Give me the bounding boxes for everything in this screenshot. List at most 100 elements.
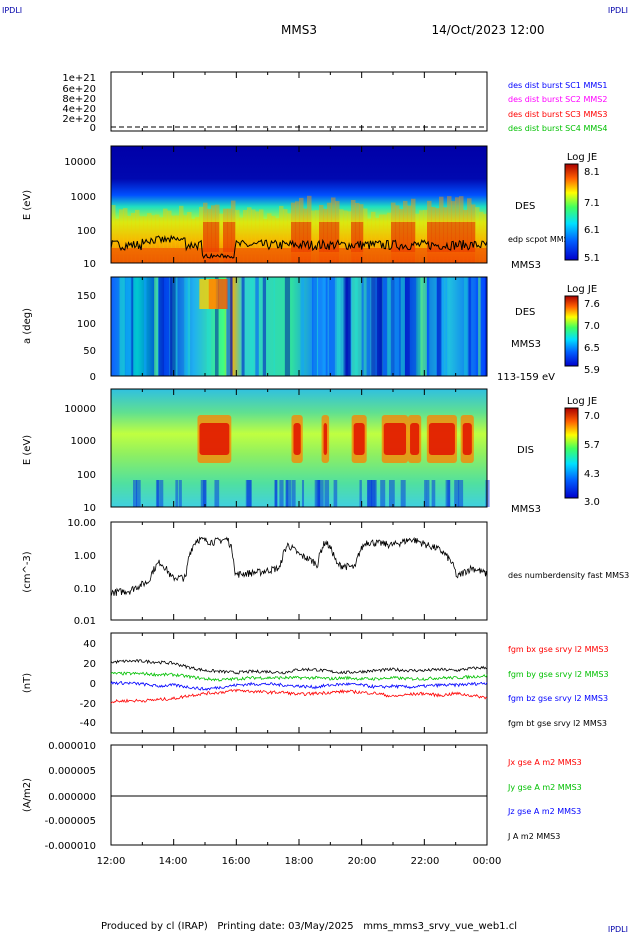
- spectrogram-cell: [271, 215, 276, 263]
- panel-ylabel: (A/m2): [22, 778, 33, 812]
- panel-right-label: DES: [515, 307, 535, 318]
- colorbar-tick: 6.5: [584, 343, 600, 354]
- overlay-label: edp scpot MMS3: [508, 235, 574, 244]
- panel-right-label: DES: [515, 201, 535, 212]
- panel-dist-burst-yticks: 1e+21 8e+20 6e+20 4e+20 2e+20 0: [62, 73, 96, 134]
- ytick-label: 100: [77, 226, 96, 237]
- spectrogram-cell: [387, 248, 392, 263]
- ytick-label: 0.000000: [48, 792, 96, 803]
- spectrogram-cell: [325, 277, 328, 376]
- spectrogram-cell: [427, 248, 432, 263]
- ytick-label: -20: [80, 699, 96, 710]
- ytick-label: -0.000010: [45, 841, 96, 852]
- spectrogram-cell: [230, 277, 233, 376]
- spectrogram-cell: [262, 277, 267, 376]
- panel-dist-burst: 1e+21 8e+20 6e+20 4e+20 2e+20 0 des dist…: [62, 71, 607, 134]
- spectrogram-cell: [239, 248, 244, 263]
- panel-magnetic-field-frame: [110, 632, 488, 734]
- spectrogram-cell: [319, 222, 324, 252]
- spectrogram-cell: [241, 277, 245, 376]
- header-datetime: 14/Oct/2023 12:00: [431, 23, 544, 37]
- spectrogram-cell: [175, 480, 179, 507]
- ytick-label: 100: [77, 470, 96, 481]
- spectrogram-cell: [159, 480, 164, 507]
- spectrogram-cell: [143, 216, 148, 263]
- spectrogram-cell: [154, 277, 159, 376]
- spectrogram-cell: [475, 248, 480, 263]
- spectrogram-cell: [311, 210, 316, 263]
- spectrogram-cell: [291, 248, 296, 263]
- spectrogram-cell: [144, 277, 147, 376]
- legend-entry: Jz gse A m2 MMS3: [507, 807, 581, 816]
- spectrogram-cell: [367, 248, 372, 263]
- colorbar-title: Log JE: [567, 396, 597, 407]
- legend-entry: fgm by gse srvy l2 MMS3: [508, 670, 609, 679]
- spectrogram-cell: [333, 480, 338, 507]
- spectrogram-cell: [361, 277, 364, 376]
- spectrogram-cell: [155, 248, 160, 263]
- spectrogram-cell: [275, 218, 280, 263]
- spectrogram-cell: [227, 248, 232, 263]
- spectrogram-cell: [303, 248, 308, 263]
- spectrogram-cell: [167, 210, 172, 263]
- spectrogram-cell: [299, 222, 304, 252]
- spectrogram-cell: [407, 248, 412, 263]
- spectrogram-cell: [214, 480, 220, 507]
- legend-entry: des dist burst SC4 MMS4: [508, 124, 607, 133]
- spectrogram-cell: [323, 222, 328, 252]
- xtick-label: 22:00: [411, 856, 440, 867]
- spectrogram-cell: [383, 423, 407, 455]
- spectrogram-cell: [467, 222, 472, 252]
- spectrogram-cell: [463, 222, 468, 252]
- spectrogram-cell: [428, 423, 455, 455]
- spectrogram-cell: [439, 222, 444, 252]
- spectrogram-cell: [275, 248, 280, 263]
- spectrogram-cell: [119, 277, 125, 376]
- spectrogram-cell: [171, 248, 176, 263]
- spectrogram-cell: [283, 209, 288, 263]
- legend-entry: fgm bz gse srvy l2 MMS3: [508, 694, 608, 703]
- spectrogram-cell: [119, 209, 124, 263]
- spectrogram-cell: [186, 277, 191, 376]
- spectrogram-cell: [291, 222, 296, 252]
- panel-des-pitch: a (deg) 150 100 50 0 DES MMS3 113-159 eV…: [22, 276, 600, 383]
- spectrogram-cell: [379, 248, 384, 263]
- legend-entry: des numberdensity fast MMS3: [508, 571, 629, 580]
- spectrogram-cell: [475, 277, 481, 376]
- spectrogram-cell: [279, 248, 284, 263]
- colorbar-tick: 7.0: [584, 411, 600, 422]
- spectrogram-cell: [471, 248, 476, 263]
- xtick-label: 16:00: [222, 856, 251, 867]
- spectrogram-cell: [191, 248, 196, 263]
- spectrogram-cell: [191, 218, 196, 263]
- spectrogram-cell: [395, 222, 400, 252]
- spectrogram-cell: [383, 277, 387, 376]
- panel-current-density: (A/m2) 0.000010 0.000005 0.000000 -0.000…: [22, 741, 582, 852]
- spectrogram-cell: [355, 222, 360, 252]
- spectrogram-cell: [131, 212, 136, 263]
- spectrogram-cell: [383, 248, 388, 263]
- spectrogram-cell: [347, 248, 352, 263]
- spectrogram-cell: [123, 248, 128, 263]
- spectrogram-cell: [235, 210, 240, 263]
- spectrogram-cell: [245, 480, 252, 507]
- spectrogram-cell: [255, 277, 259, 376]
- density-line: [110, 536, 488, 597]
- spectrogram-cell: [179, 248, 184, 263]
- xtick-label: 18:00: [285, 856, 314, 867]
- spectrogram-cell: [183, 248, 188, 263]
- colorbar-tick: 5.9: [584, 365, 600, 376]
- spectrogram-cell: [467, 248, 472, 263]
- spectrogram-cell: [483, 248, 488, 263]
- spectrogram-cell: [155, 214, 160, 263]
- dis-spectrogram-blobs: [133, 415, 490, 507]
- spectrogram-cell: [447, 248, 452, 263]
- spectrogram-cell: [451, 248, 456, 263]
- spectrogram-cell: [463, 248, 468, 263]
- spectrogram-cell: [169, 277, 176, 376]
- spectrogram-cell: [147, 213, 152, 263]
- spectrogram-cell: [366, 277, 371, 376]
- spectrogram-cell: [458, 480, 464, 507]
- spectrogram-cell: [219, 213, 224, 263]
- spectrogram-cell: [415, 213, 420, 263]
